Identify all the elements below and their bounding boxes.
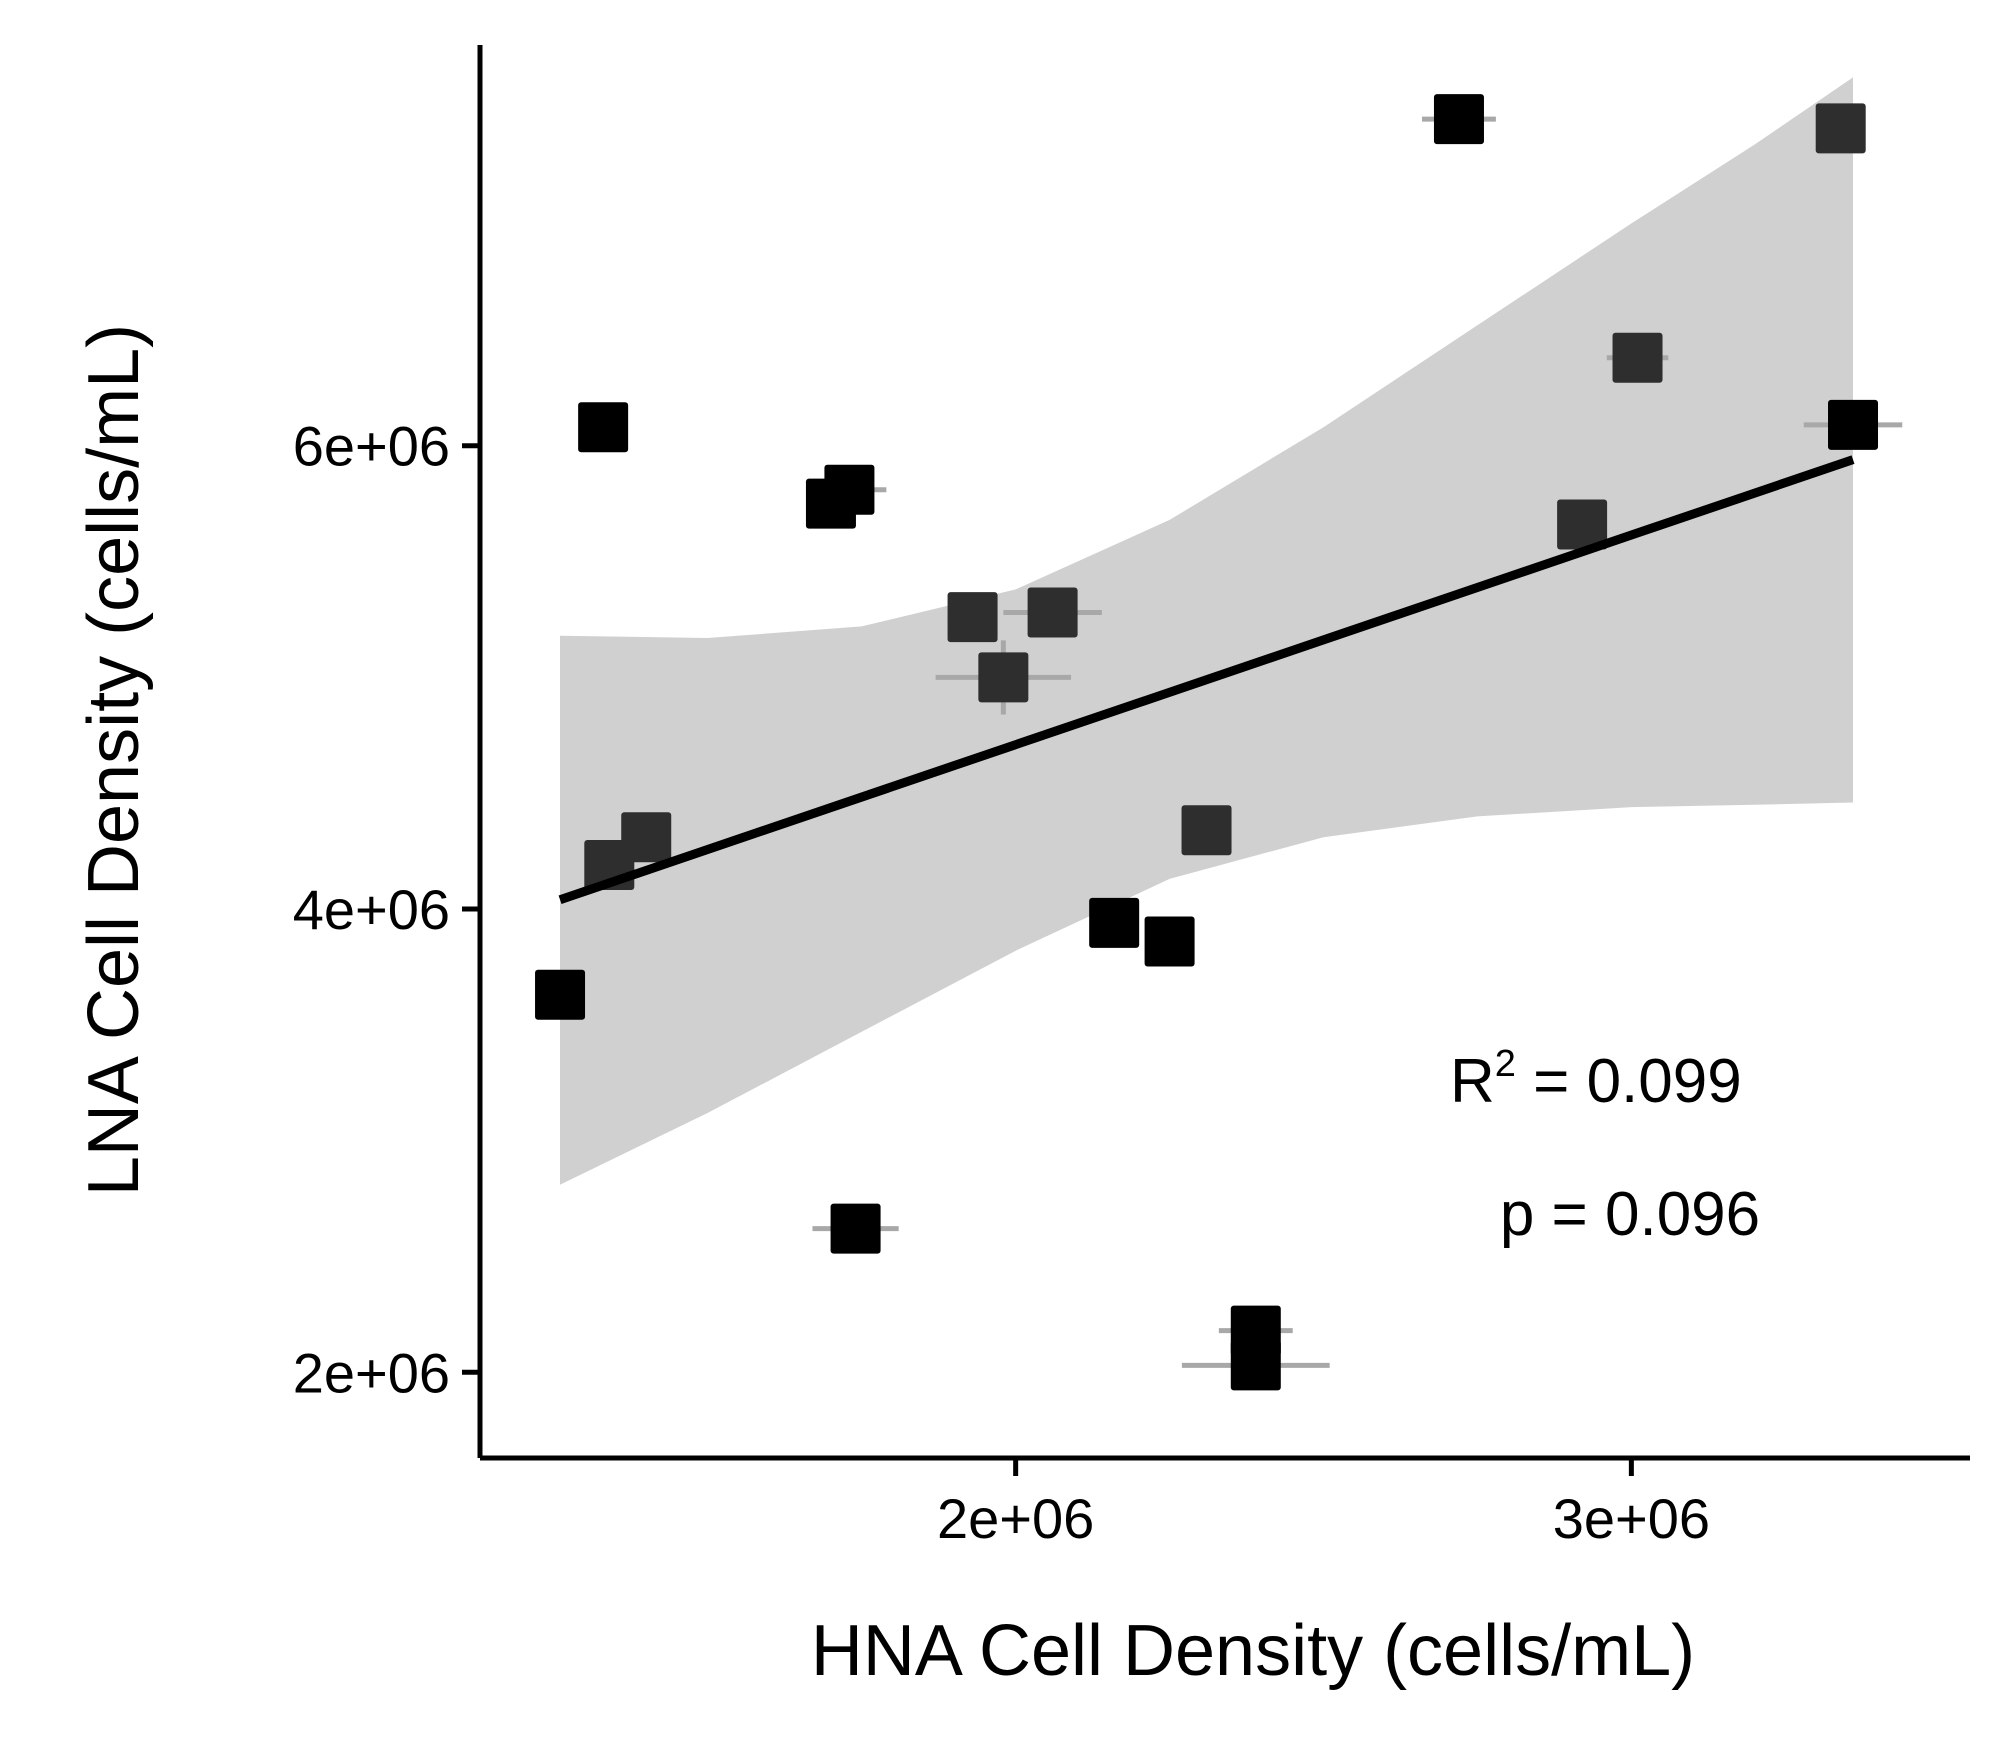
x-tick-label-1: 3e+06	[1553, 1487, 1710, 1550]
data-point-9	[1027, 587, 1078, 638]
y-tick-label-1: 4e+06	[293, 878, 450, 941]
y-axis-title: LNA Cell Density (cells/mL)	[74, 324, 154, 1196]
data-point-5	[824, 464, 875, 515]
data-point-15	[1433, 94, 1484, 145]
x-axis-title: HNA Cell Density (cells/mL)	[811, 1611, 1695, 1691]
confidence-band-layer	[560, 77, 1853, 1185]
data-point-17	[1612, 332, 1663, 383]
data-point-8	[978, 652, 1029, 703]
y-tick-label-0: 2e+06	[293, 1341, 450, 1404]
ticks: 2e+06 3e+06 2e+06 4e+06 6e+06	[293, 415, 1710, 1550]
data-point-12	[1181, 805, 1232, 856]
x-tick-label-0: 2e+06	[937, 1487, 1094, 1550]
data-point-19	[1828, 399, 1879, 450]
confidence-band	[560, 77, 1853, 1185]
r-squared-value: = 0.099	[1516, 1047, 1742, 1116]
axes	[477, 45, 1970, 1461]
r-squared-superscript: 2	[1495, 1043, 1516, 1085]
data-point-11	[1144, 916, 1195, 967]
data-point-10	[1089, 897, 1140, 948]
data-point-6	[830, 1203, 881, 1254]
data-point-16	[1557, 499, 1608, 550]
y-tick-label-2: 6e+06	[293, 415, 450, 478]
data-point-3	[578, 402, 629, 453]
data-point-14	[1230, 1340, 1281, 1391]
fit-line-layer	[558, 455, 1855, 905]
r-squared-symbol: R	[1450, 1047, 1495, 1116]
r-squared-annotation: R2 = 0.099	[1450, 1043, 1742, 1116]
data-point-18	[1815, 103, 1866, 154]
data-point-0	[535, 969, 586, 1020]
data-point-2	[621, 812, 672, 863]
data-point-7	[947, 592, 998, 643]
p-value-annotation: p = 0.096	[1500, 1180, 1760, 1249]
regression-line	[558, 455, 1855, 905]
data-points-layer	[535, 94, 1879, 1391]
